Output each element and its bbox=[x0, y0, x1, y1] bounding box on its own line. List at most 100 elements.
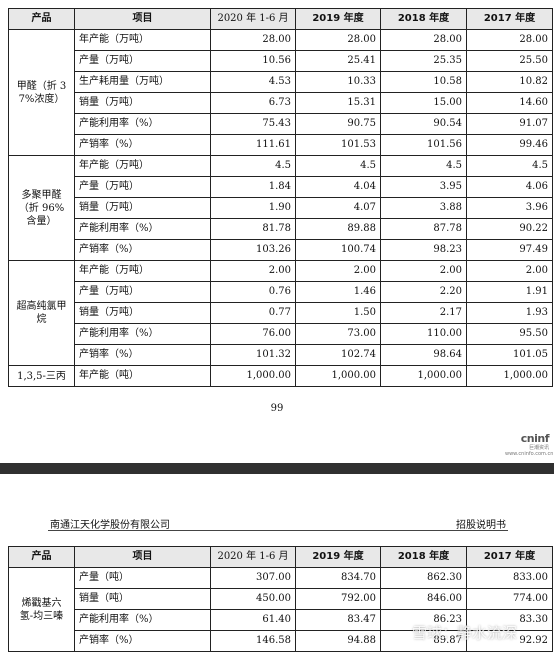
table-row: 产量（万吨） 0.76 1.46 2.20 1.91 bbox=[9, 281, 553, 303]
value-cell: 2.00 bbox=[380, 260, 467, 282]
value-cell: 87.78 bbox=[380, 218, 467, 240]
table-row: 产销率（%） 101.32 102.74 98.64 101.05 bbox=[9, 344, 553, 366]
item-cell: 销量（吨） bbox=[74, 588, 211, 610]
item-cell: 产销率（%） bbox=[74, 344, 211, 366]
logo-sub-url: www.cninfo.com.cn bbox=[505, 451, 554, 457]
value-cell: 101.56 bbox=[380, 134, 467, 156]
value-cell: 307.00 bbox=[210, 567, 296, 589]
value-cell: 101.53 bbox=[295, 134, 381, 156]
value-cell: 89.88 bbox=[295, 218, 381, 240]
table-row: 产能利用率（%） 75.43 90.75 90.54 91.07 bbox=[9, 113, 553, 135]
value-cell: 834.70 bbox=[295, 567, 381, 589]
value-cell: 862.30 bbox=[380, 567, 467, 589]
value-cell: 10.33 bbox=[295, 71, 381, 93]
value-cell: 61.40 bbox=[210, 609, 296, 631]
value-cell: 4.06 bbox=[466, 176, 553, 198]
table-row: 销量（万吨） 0.77 1.50 2.17 1.93 bbox=[9, 302, 553, 324]
value-cell: 10.58 bbox=[380, 71, 467, 93]
table-row: 超高纯氯甲烷 年产能（万吨） 2.00 2.00 2.00 2.00 bbox=[8, 260, 553, 366]
table-row: 多聚甲醛（折 96%含量） 年产能（万吨） 4.5 4.5 4.5 4.5 bbox=[8, 155, 553, 261]
value-cell: 1.84 bbox=[210, 176, 296, 198]
table-row: 1,3,5-三丙 年产能（吨） 1,000.00 1,000.00 1,000.00 1,… bbox=[8, 365, 553, 387]
column-header: 2017 年度 bbox=[466, 8, 553, 30]
table-body: 烯戳基六氢-均三嗪 产量（吨） 307.00 834.70 862.30 833.00 销量… bbox=[8, 567, 553, 652]
value-cell: 10.56 bbox=[210, 50, 296, 72]
item-cell: 产销率（%） bbox=[74, 134, 211, 156]
value-cell: 98.23 bbox=[380, 239, 467, 261]
value-cell: 4.5 bbox=[380, 155, 467, 177]
value-cell: 75.43 bbox=[210, 113, 296, 135]
item-cell: 产量（吨） bbox=[74, 567, 211, 589]
column-header: 项目 bbox=[74, 8, 211, 30]
page-number: 99 bbox=[270, 403, 284, 414]
value-cell: 94.88 bbox=[295, 630, 381, 652]
value-cell: 95.50 bbox=[466, 323, 553, 345]
value-cell: 3.95 bbox=[380, 176, 467, 198]
table-row: 产能利用率（%） 61.40 83.47 86.23 83.30 bbox=[9, 609, 553, 631]
item-cell: 年产能（吨） bbox=[74, 365, 211, 387]
item-cell: 产销率（%） bbox=[74, 239, 211, 261]
product-cell: 烯戳基六氢-均三嗪 bbox=[8, 567, 75, 652]
value-cell: 102.74 bbox=[295, 344, 381, 366]
value-cell: 2.20 bbox=[380, 281, 467, 303]
value-cell: 25.50 bbox=[466, 50, 553, 72]
value-cell: 146.58 bbox=[210, 630, 296, 652]
item-cell: 产能利用率（%） bbox=[74, 609, 211, 631]
table-row: 产销率（%） 103.26 100.74 98.23 97.49 bbox=[9, 239, 553, 261]
value-cell: 10.82 bbox=[466, 71, 553, 93]
column-header: 2019 年度 bbox=[295, 546, 381, 568]
value-cell: 2.00 bbox=[295, 260, 381, 282]
value-cell: 4.04 bbox=[295, 176, 381, 198]
table-body: 甲醛（折 37%浓度） 年产能（万吨） 28.00 28.00 28.00 28.00 产量… bbox=[8, 29, 553, 387]
value-cell: 4.07 bbox=[295, 197, 381, 219]
value-cell: 4.5 bbox=[466, 155, 553, 177]
item-cell: 产销率（%） bbox=[74, 630, 211, 652]
table-row: 甲醛（折 37%浓度） 年产能（万吨） 28.00 28.00 28.00 28.00 bbox=[8, 29, 553, 156]
table-row: 产量（万吨） 10.56 25.41 25.35 25.50 bbox=[9, 50, 553, 72]
item-cell: 销量（万吨） bbox=[74, 197, 211, 219]
column-header: 产品 bbox=[8, 8, 75, 30]
table-row: 产能利用率（%） 81.78 89.88 87.78 90.22 bbox=[9, 218, 553, 240]
value-cell: 25.35 bbox=[380, 50, 467, 72]
column-header: 2019 年度 bbox=[295, 8, 381, 30]
value-cell: 25.41 bbox=[295, 50, 381, 72]
item-cell: 产能利用率（%） bbox=[74, 323, 211, 345]
column-header: 产品 bbox=[8, 546, 75, 568]
item-cell: 产量（万吨） bbox=[74, 281, 211, 303]
value-cell: 98.64 bbox=[380, 344, 467, 366]
value-cell: 6.73 bbox=[210, 92, 296, 114]
page-separator bbox=[0, 463, 554, 474]
value-cell: 1.91 bbox=[466, 281, 553, 303]
logo-sub-cn: 巨潮资讯 bbox=[528, 445, 549, 451]
column-header: 2017 年度 bbox=[466, 546, 553, 568]
watermark: 雪球：静水流深 bbox=[412, 624, 518, 642]
value-cell: 4.53 bbox=[210, 71, 296, 93]
value-cell: 1.50 bbox=[295, 302, 381, 324]
value-cell: 1,000.00 bbox=[295, 365, 381, 387]
value-cell: 2.00 bbox=[466, 260, 553, 282]
production-table-top: 产品 项目 2020 年 1-6 月 2019 年度 2018 年度 2017 年度 甲醛… bbox=[8, 8, 553, 387]
logo-brand: cninf bbox=[520, 432, 550, 445]
column-header: 2020 年 1-6 月 bbox=[210, 8, 296, 30]
value-cell: 0.76 bbox=[210, 281, 296, 303]
value-cell: 846.00 bbox=[380, 588, 467, 610]
company-name-header: 南通江天化学股份有限公司 bbox=[50, 520, 170, 531]
value-cell: 103.26 bbox=[210, 239, 296, 261]
item-cell: 年产能（万吨） bbox=[74, 155, 211, 177]
value-cell: 3.88 bbox=[380, 197, 467, 219]
value-cell: 1.93 bbox=[466, 302, 553, 324]
header-divider bbox=[48, 530, 508, 531]
item-cell: 产量（万吨） bbox=[74, 50, 211, 72]
table-row: 销量（万吨） 6.73 15.31 15.00 14.60 bbox=[9, 92, 553, 114]
value-cell: 90.22 bbox=[466, 218, 553, 240]
value-cell: 774.00 bbox=[466, 588, 553, 610]
value-cell: 833.00 bbox=[466, 567, 553, 589]
table-row: 产量（万吨） 1.84 4.04 3.95 4.06 bbox=[9, 176, 553, 198]
value-cell: 101.05 bbox=[466, 344, 553, 366]
value-cell: 2.00 bbox=[210, 260, 296, 282]
table-row: 产销率（%） 146.58 94.88 89.87 92.92 bbox=[9, 630, 553, 652]
column-header: 项目 bbox=[74, 546, 211, 568]
value-cell: 15.00 bbox=[380, 92, 467, 114]
value-cell: 110.00 bbox=[380, 323, 467, 345]
table-row: 生产耗用量（万吨） 4.53 10.33 10.58 10.82 bbox=[9, 71, 553, 93]
